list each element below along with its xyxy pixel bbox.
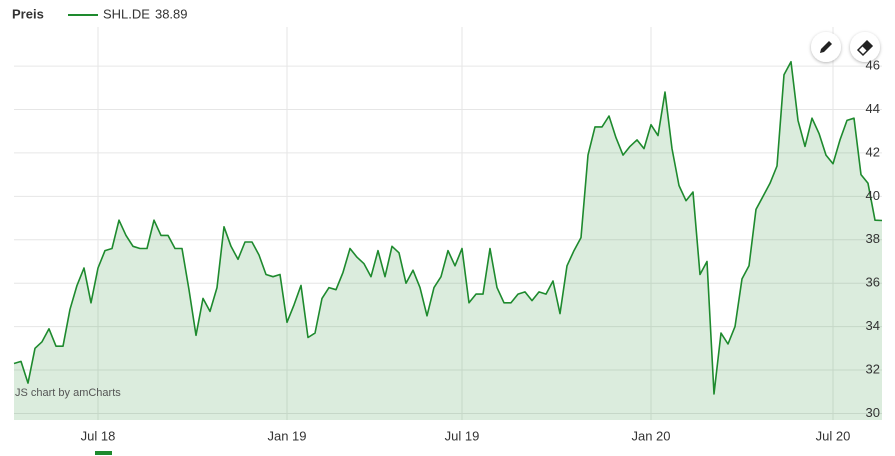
y-tick-label: 46 [866, 58, 880, 73]
y-tick-label: 36 [866, 275, 880, 290]
plot [13, 60, 883, 420]
line [13, 60, 883, 395]
grid [14, 27, 882, 420]
scrollbar-grip[interactable] [95, 451, 112, 455]
y-tick-label: 44 [866, 101, 880, 116]
y-tick-label: 34 [866, 318, 880, 333]
credit: JS chart by amCharts [15, 387, 121, 399]
y-tick-label: 42 [866, 144, 880, 159]
y-tick-label: 30 [866, 405, 880, 420]
legend-name: SHL.DE [103, 6, 150, 21]
draw-button[interactable] [811, 32, 841, 62]
x-tick-label: Jan 19 [267, 428, 306, 443]
y-tick-label: 40 [866, 188, 880, 203]
legend-value: 38.89 [155, 6, 188, 21]
area [14, 61, 882, 420]
x-tick-label: Jul 18 [81, 428, 116, 443]
x-tick-label: Jan 20 [631, 428, 670, 443]
x-tick-label: Jul 20 [816, 428, 851, 443]
erase-button[interactable] [850, 32, 880, 62]
header: Preis [12, 6, 44, 21]
x-tick-label: Jul 19 [445, 428, 480, 443]
y-tick-label: 38 [866, 231, 880, 246]
y-tick-label: 32 [866, 361, 880, 376]
